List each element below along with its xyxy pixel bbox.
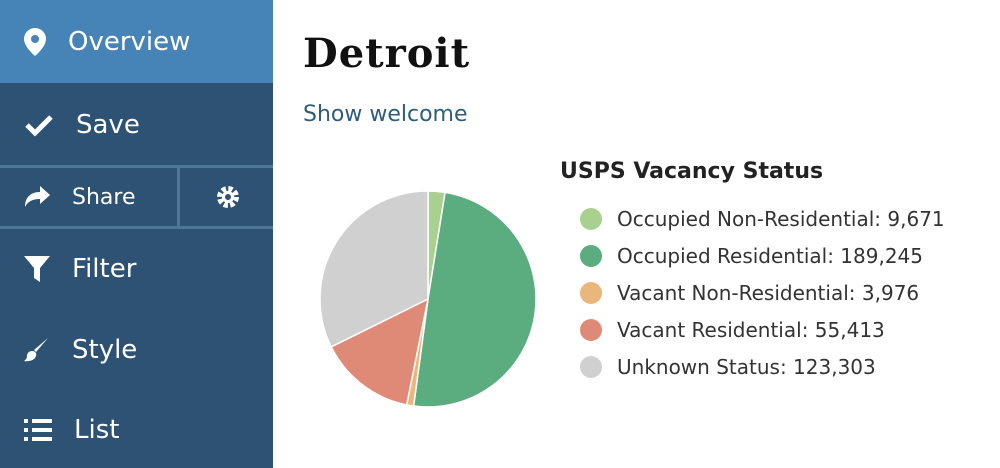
legend-swatch — [580, 319, 602, 341]
legend-item: Occupied Non-Residential9,671 — [580, 204, 945, 234]
legend-value: 55,413 — [814, 318, 885, 342]
nav-label: Style — [72, 335, 138, 365]
nav-filter[interactable]: Filter — [0, 229, 273, 309]
legend-swatch — [580, 245, 602, 267]
pie-slice — [330, 297, 430, 406]
nav-label: Save — [76, 110, 140, 140]
legend-name: Occupied Residential — [617, 244, 840, 268]
pie-slice — [412, 191, 537, 408]
nav-label: Filter — [72, 254, 137, 284]
gear-icon — [217, 186, 239, 208]
pie-slice — [319, 190, 429, 348]
nav-list[interactable]: List — [0, 392, 273, 468]
brush-icon — [24, 338, 48, 362]
legend-item: Vacant Residential55,413 — [580, 315, 885, 345]
legend-swatch — [580, 208, 602, 230]
share-icon — [25, 186, 50, 207]
nav-label: Overview — [68, 26, 191, 57]
nav-label: List — [74, 415, 120, 445]
filter-icon — [24, 256, 50, 282]
list-icon — [24, 419, 52, 441]
legend-swatch — [580, 356, 602, 378]
legend-swatch — [580, 282, 602, 304]
legend-item: Vacant Non-Residential3,976 — [580, 278, 919, 308]
check-icon — [25, 115, 53, 137]
show-welcome-link[interactable]: Show welcome — [303, 102, 468, 127]
legend-item: Unknown Status123,303 — [580, 352, 876, 382]
legend-value: 9,671 — [887, 207, 945, 231]
pin-icon — [24, 27, 46, 56]
separator — [0, 226, 273, 229]
legend-value: 123,303 — [793, 355, 876, 379]
nav-label: Share — [72, 184, 136, 210]
legend-value: 3,976 — [861, 281, 920, 305]
nav-overview[interactable]: Overview — [0, 0, 273, 83]
pie-chart — [319, 190, 537, 408]
legend-name: Vacant Residential — [617, 318, 815, 342]
separator — [0, 165, 273, 168]
page-title: Detroit — [303, 30, 471, 77]
legend-value: 189,245 — [840, 244, 924, 268]
nav-save[interactable]: Save — [0, 85, 273, 165]
legend-item: Occupied Residential189,245 — [580, 241, 923, 271]
sidebar: Overview Save Share Filter Style List — [0, 0, 273, 468]
legend-name: Unknown Status — [617, 355, 793, 379]
chart-title: USPS Vacancy Status — [560, 159, 824, 184]
nav-share[interactable]: Share — [0, 168, 180, 226]
nav-style[interactable]: Style — [0, 310, 273, 390]
settings-button[interactable] — [183, 168, 273, 226]
legend-name: Vacant Non-Residential — [617, 281, 862, 305]
legend-name: Occupied Non-Residential — [617, 207, 887, 231]
